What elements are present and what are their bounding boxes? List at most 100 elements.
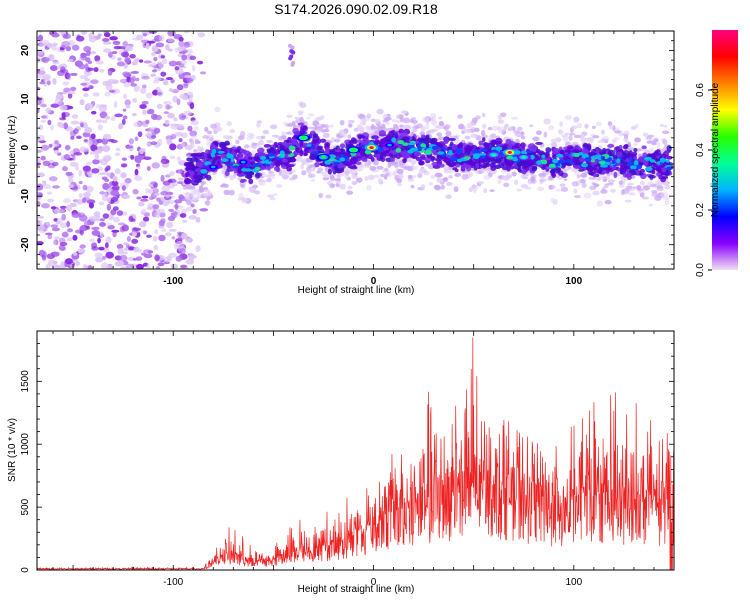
heatmap-noise-cell [52, 42, 58, 47]
heatmap-core-cell [573, 164, 582, 169]
colorbar: 0.0 0.2 0.4 0.6 Normalized spectral amplitu… [695, 30, 738, 277]
heatmap-noise-cell [77, 248, 86, 254]
heatmap-noise-cell [172, 95, 178, 103]
heatmap-halo-cell [425, 123, 430, 130]
heatmap-noise-cell [94, 252, 103, 258]
heatmap-noise-cell [183, 41, 191, 48]
heatmap-noise-cell [107, 213, 114, 221]
heatmap-noise-cell [159, 212, 166, 218]
heatmap-noise-cell [151, 162, 160, 169]
heatmap-noise-cell [173, 117, 178, 122]
heatmap-noise-cell [145, 119, 150, 125]
heatmap-core-cell [493, 158, 502, 163]
heatmap-core-cell [364, 139, 372, 144]
heatmap-noise-cell [108, 89, 116, 93]
heatmap-noise-cell [189, 130, 198, 137]
heatmap-core-cell [517, 166, 522, 173]
heatmap-halo-cell [200, 195, 205, 199]
x-tick-label: 0 [371, 577, 377, 588]
colorbar-label: Normalized spectral amplitude [710, 82, 721, 217]
heatmap-bright-cell [449, 156, 458, 161]
heatmap-bright-cell [512, 156, 519, 162]
heatmap-bright-cell [541, 154, 546, 159]
heatmap-core-cell [415, 156, 423, 162]
heatmap-core-cell [389, 152, 394, 158]
heatmap-core-cell [635, 169, 640, 176]
heatmap-noise-cell [54, 97, 62, 106]
heatmap-core-cell [552, 147, 560, 155]
heatmap-halo-cell [367, 174, 375, 181]
heatmap-halo-cell [300, 163, 304, 170]
heatmap-halo-cell [391, 119, 397, 123]
snr-panel: -100 0 100 0 500 1000 1500 Height of straight… [7, 330, 675, 595]
heatmap-halo-cell [184, 194, 190, 201]
heatmap-halo-cell [580, 172, 588, 178]
heatmap-halo-cell [273, 193, 278, 196]
heatmap-noise-cell [41, 256, 47, 261]
y-tick-label: 0 [20, 144, 31, 150]
heatmap-noise-cell [48, 143, 53, 148]
heatmap-halo-cell [559, 121, 563, 127]
heatmap-core-cell [430, 137, 436, 145]
heatmap-halo-cell [598, 174, 605, 178]
heatmap-halo-cell [394, 164, 399, 168]
heatmap-noise-cell [146, 110, 151, 115]
heatmap-halo-cell [347, 134, 352, 139]
heatmap-halo-cell [436, 177, 443, 184]
heatmap-core-cell [224, 140, 230, 146]
heatmap-halo-cell [268, 170, 274, 174]
heatmap-halo-cell [239, 130, 246, 137]
heatmap-halo-cell [564, 132, 570, 136]
heatmap-noise-cell [120, 172, 127, 179]
heatmap-noise-cell [37, 134, 45, 141]
heatmap-halo-cell [430, 119, 438, 126]
heatmap-core-cell [248, 178, 254, 185]
heatmap-halo-cell [511, 116, 519, 120]
heatmap-core-cell [320, 138, 327, 143]
heatmap-bright-cell [626, 161, 634, 167]
heatmap-halo-cell [277, 136, 284, 141]
heatmap-core-cell [491, 139, 497, 145]
heatmap-noise-cell [180, 208, 187, 215]
heatmap-noise-cell [66, 228, 74, 233]
y-tick-label: -20 [20, 237, 31, 252]
heatmap-halo-cell [579, 178, 586, 184]
heatmap-core-cell [615, 146, 620, 151]
heatmap-noise-cell [177, 177, 184, 181]
heatmap-noise-cell [118, 123, 124, 130]
heatmap-halo-cell [189, 143, 196, 149]
heatmap-noise-cell [152, 235, 158, 242]
heatmap-halo-cell [573, 188, 578, 194]
heatmap-bright-cell [555, 162, 561, 167]
heatmap-noise-cell [152, 89, 158, 96]
heatmap-noise-cell [124, 99, 131, 106]
heatmap-noise-cell [107, 69, 113, 76]
heatmap-bright-cell [279, 150, 285, 155]
snr-x-axis-title: Height of straight line (km) [298, 584, 415, 595]
heatmap-noise-cell [37, 215, 45, 219]
heatmap-bright-cell [605, 161, 610, 165]
heatmap-halo-cell [573, 116, 580, 123]
heatmap-noise-cell [139, 104, 147, 109]
heatmap-halo-cell [477, 180, 485, 185]
heatmap-halo-cell [204, 189, 211, 193]
heatmap-halo-cell [286, 114, 293, 119]
heatmap-noise-cell [121, 118, 126, 125]
heatmap-core-cell [375, 153, 381, 159]
heatmap-core-cell [193, 173, 198, 180]
heatmap-halo-cell [548, 184, 553, 190]
heatmap-noise-cell [95, 60, 104, 65]
heatmap-bright-cell [556, 153, 564, 158]
heatmap-bright-cell [521, 151, 528, 155]
colorbar-tick-label: 0.4 [695, 143, 706, 157]
heatmap-halo-cell [310, 179, 315, 182]
heatmap-halo-cell [662, 139, 668, 145]
heatmap-halo-cell [269, 197, 276, 201]
heatmap-noise-cell [102, 80, 110, 87]
heatmap-core-cell [535, 141, 543, 145]
heatmap-halo-cell [390, 161, 398, 165]
heatmap-noise-cell [174, 66, 180, 71]
heatmap-halo-cell [576, 122, 583, 129]
heatmap-noise-cell [167, 31, 176, 37]
heatmap-noise-cell [37, 191, 43, 198]
